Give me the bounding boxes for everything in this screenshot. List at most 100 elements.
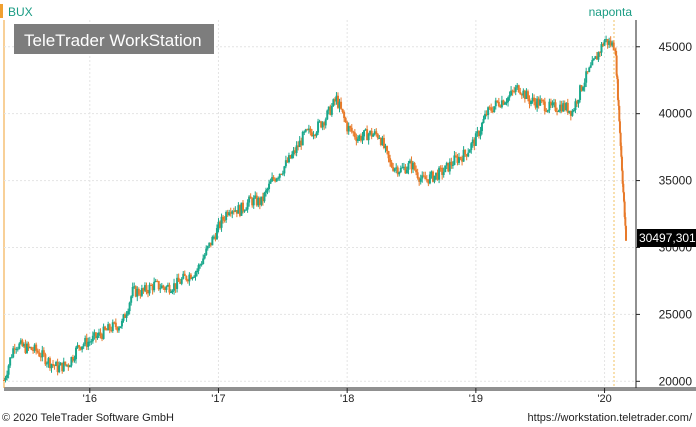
candle-body bbox=[281, 173, 284, 175]
candle-body bbox=[389, 158, 392, 163]
candle-body bbox=[353, 132, 356, 138]
candle-body bbox=[101, 335, 104, 339]
candle-body bbox=[619, 132, 622, 146]
candle-body bbox=[278, 173, 281, 178]
candle-body bbox=[566, 102, 569, 113]
candle-body bbox=[477, 131, 480, 137]
candle-body bbox=[114, 322, 117, 328]
candle-body bbox=[94, 332, 97, 339]
candle-body bbox=[139, 294, 142, 296]
candle-body bbox=[384, 146, 387, 148]
candle-body bbox=[45, 363, 48, 365]
x-tick-label: '16 bbox=[83, 393, 97, 405]
candle-body bbox=[329, 106, 332, 115]
candle-body bbox=[438, 167, 441, 180]
candle-body bbox=[252, 197, 255, 206]
candle-body bbox=[503, 102, 506, 105]
candle-body bbox=[367, 134, 370, 141]
candle-body bbox=[55, 362, 58, 367]
candles bbox=[3, 35, 627, 383]
candle-body bbox=[320, 121, 323, 128]
candle-body bbox=[151, 285, 154, 291]
candle-body bbox=[401, 167, 404, 169]
candle-body bbox=[225, 211, 228, 220]
candle-body bbox=[64, 361, 67, 366]
period-label: naponta bbox=[589, 5, 633, 19]
candle-body bbox=[3, 379, 5, 381]
candle-body bbox=[441, 167, 444, 175]
candle-body bbox=[116, 327, 119, 331]
candle-body bbox=[416, 172, 419, 179]
candle-body bbox=[310, 132, 313, 137]
candle-body bbox=[107, 324, 110, 331]
candle-body bbox=[160, 285, 163, 289]
candle-body bbox=[510, 90, 513, 96]
candle-body bbox=[203, 254, 206, 259]
candle-body bbox=[194, 272, 197, 277]
source-url[interactable]: https://workstation.teletrader.com/ bbox=[527, 412, 692, 424]
candle-body bbox=[479, 131, 482, 137]
candle-body bbox=[552, 102, 555, 104]
candle-body bbox=[4, 377, 7, 381]
candle-body bbox=[430, 171, 433, 175]
candle-body bbox=[171, 290, 174, 293]
candle-body bbox=[382, 137, 385, 148]
candle-body bbox=[378, 138, 381, 140]
candle-body bbox=[131, 286, 134, 297]
candle-body bbox=[38, 352, 41, 357]
candle-body bbox=[314, 134, 316, 136]
candle-body bbox=[450, 161, 453, 166]
candle-body bbox=[386, 146, 389, 152]
candle-body bbox=[554, 102, 557, 111]
candle-body bbox=[370, 130, 373, 137]
candle-body bbox=[615, 55, 618, 76]
candle-body bbox=[84, 337, 87, 345]
candle-body bbox=[508, 95, 511, 98]
candle-body bbox=[32, 349, 35, 351]
candle-body bbox=[361, 136, 364, 141]
candle-body bbox=[130, 296, 133, 303]
candle-body bbox=[297, 145, 300, 148]
candle-body bbox=[271, 177, 274, 182]
candle-body bbox=[269, 181, 272, 184]
candle-body bbox=[603, 40, 606, 46]
candle-body bbox=[408, 160, 411, 164]
candle-body bbox=[451, 164, 454, 166]
candle-body bbox=[304, 129, 307, 132]
candle-body bbox=[600, 44, 603, 53]
candle-body bbox=[536, 98, 539, 108]
candle-body bbox=[608, 40, 611, 45]
candle-body bbox=[96, 335, 99, 339]
candle-body bbox=[53, 365, 56, 367]
candle-body bbox=[520, 94, 523, 96]
candle-body bbox=[108, 324, 111, 331]
candle-body bbox=[516, 85, 519, 88]
candle-body bbox=[500, 100, 503, 108]
candle-body bbox=[283, 166, 286, 174]
candle-body bbox=[48, 358, 51, 369]
candle-body bbox=[464, 149, 467, 155]
candle-body bbox=[277, 177, 280, 179]
candle-body bbox=[392, 167, 395, 171]
candle-body bbox=[531, 97, 534, 101]
candle-body bbox=[563, 103, 566, 111]
candle-body bbox=[249, 196, 252, 199]
candle-body bbox=[323, 122, 326, 126]
candle-body bbox=[614, 51, 617, 56]
candle-body bbox=[223, 219, 226, 221]
candle-body bbox=[497, 101, 500, 107]
candle-body bbox=[398, 172, 401, 175]
candle-body bbox=[280, 173, 283, 175]
candle-body bbox=[571, 110, 574, 116]
y-tick-label: 40000 bbox=[659, 107, 693, 121]
candle-body bbox=[165, 286, 168, 290]
candle-body bbox=[405, 169, 408, 174]
candle-body bbox=[419, 178, 422, 182]
last-value-tag: 30497,301 bbox=[637, 229, 696, 247]
candle-body bbox=[583, 82, 586, 88]
candle-body bbox=[577, 99, 580, 104]
candle-body bbox=[61, 362, 64, 372]
candle-body bbox=[327, 106, 330, 111]
candle-body bbox=[157, 281, 160, 290]
candle-body bbox=[589, 65, 592, 68]
